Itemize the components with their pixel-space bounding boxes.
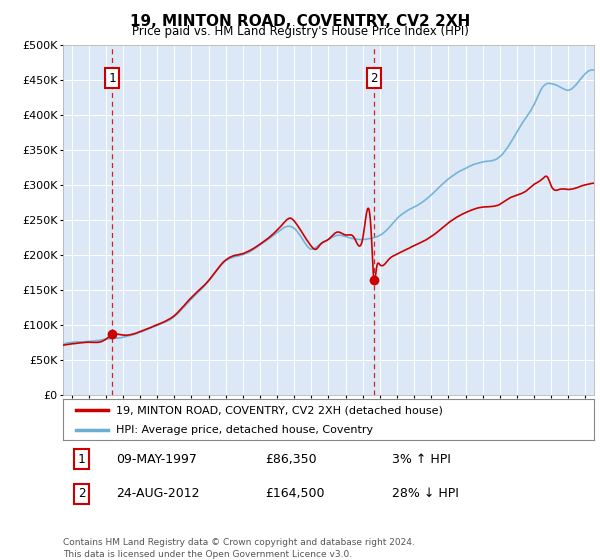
Text: 19, MINTON ROAD, COVENTRY, CV2 2XH: 19, MINTON ROAD, COVENTRY, CV2 2XH: [130, 14, 470, 29]
Text: 1: 1: [108, 72, 116, 85]
Text: £164,500: £164,500: [265, 487, 324, 500]
Text: 19, MINTON ROAD, COVENTRY, CV2 2XH (detached house): 19, MINTON ROAD, COVENTRY, CV2 2XH (deta…: [116, 405, 443, 415]
Text: £86,350: £86,350: [265, 452, 316, 465]
Text: HPI: Average price, detached house, Coventry: HPI: Average price, detached house, Cove…: [116, 424, 373, 435]
Text: 1: 1: [78, 452, 85, 465]
Text: 3% ↑ HPI: 3% ↑ HPI: [392, 452, 451, 465]
Text: 28% ↓ HPI: 28% ↓ HPI: [392, 487, 459, 500]
Text: 2: 2: [78, 487, 85, 500]
Text: Contains HM Land Registry data © Crown copyright and database right 2024.
This d: Contains HM Land Registry data © Crown c…: [63, 538, 415, 559]
Text: Price paid vs. HM Land Registry's House Price Index (HPI): Price paid vs. HM Land Registry's House …: [131, 25, 469, 38]
Text: 2: 2: [370, 72, 377, 85]
Text: 24-AUG-2012: 24-AUG-2012: [116, 487, 200, 500]
Text: 09-MAY-1997: 09-MAY-1997: [116, 452, 197, 465]
